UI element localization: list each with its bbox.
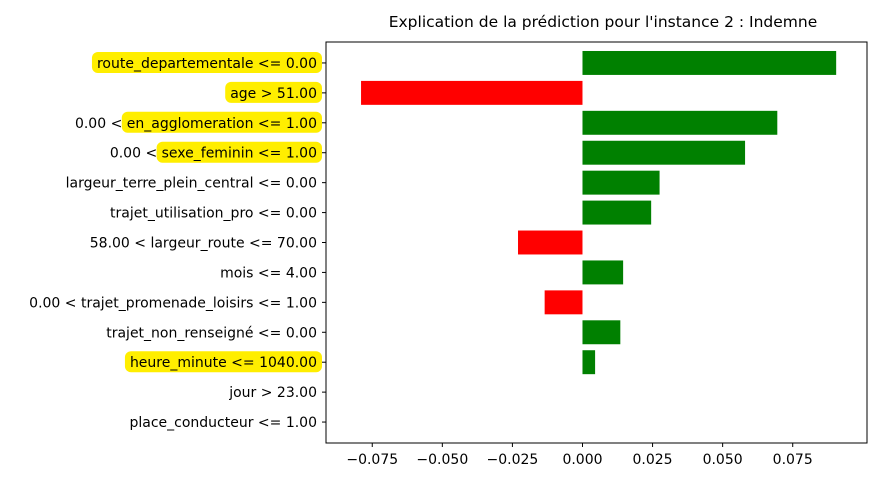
bar: [582, 260, 624, 285]
bar: [582, 350, 596, 375]
bar: [544, 290, 583, 315]
chart-title: Explication de la prédiction pour l'inst…: [389, 13, 818, 31]
highlighter-mark: [225, 81, 322, 103]
x-tick-label: 0.025: [633, 452, 673, 468]
y-tick-label: mois <= 4.00: [220, 265, 317, 281]
y-tick-label: route_departementale <= 0.00: [97, 56, 317, 72]
x-tick-label: −0.075: [346, 452, 398, 468]
bar: [582, 110, 778, 135]
highlight-layer: [91, 51, 322, 373]
x-axis: −0.075 −0.050 −0.025 0.000 0.025 0.050 0.075: [346, 443, 813, 468]
highlighter-mark: [91, 51, 322, 73]
y-tick-label: trajet_non_renseigné <= 0.00: [106, 325, 317, 341]
x-tick-label: 0.000: [562, 452, 602, 468]
y-tick-label: place_conducteur <= 1.00: [129, 415, 317, 431]
bar: [582, 50, 837, 75]
bar: [582, 200, 652, 225]
y-tick-label: 0.00 < en_agglomeration <= 1.00: [75, 116, 317, 132]
y-tick-label: jour > 23.00: [228, 385, 317, 401]
bars-layer: [361, 50, 837, 375]
x-tick-label: −0.025: [487, 452, 539, 468]
y-tick-label: age > 51.00: [230, 86, 317, 102]
highlighter-mark: [121, 111, 322, 133]
x-tick-label: 0.075: [773, 452, 813, 468]
y-tick-label: 0.00 < trajet_promenade_loisirs <= 1.00: [29, 295, 317, 311]
y-tick-labels: route_departementale <= 0.00 age > 51.00 0…: [29, 56, 326, 431]
bar: [582, 170, 660, 195]
y-tick-label: heure_minute <= 1040.00: [130, 355, 317, 371]
y-tick-label: 0.00 < sexe_feminin <= 1.00: [110, 146, 317, 162]
bar: [361, 80, 583, 105]
bar: [582, 140, 746, 165]
x-tick-label: −0.050: [416, 452, 468, 468]
highlighter-mark: [156, 141, 322, 163]
y-tick-label: 58.00 < largeur_route <= 70.00: [90, 236, 317, 252]
y-tick-label: largeur_terre_plein_central <= 0.00: [66, 176, 317, 192]
plot-frame: [325, 41, 868, 444]
bar: [518, 230, 583, 255]
bar: [582, 320, 621, 345]
highlighter-mark: [124, 351, 322, 373]
y-tick-label: trajet_utilisation_pro <= 0.00: [110, 206, 317, 222]
x-tick-label: 0.050: [703, 452, 743, 468]
